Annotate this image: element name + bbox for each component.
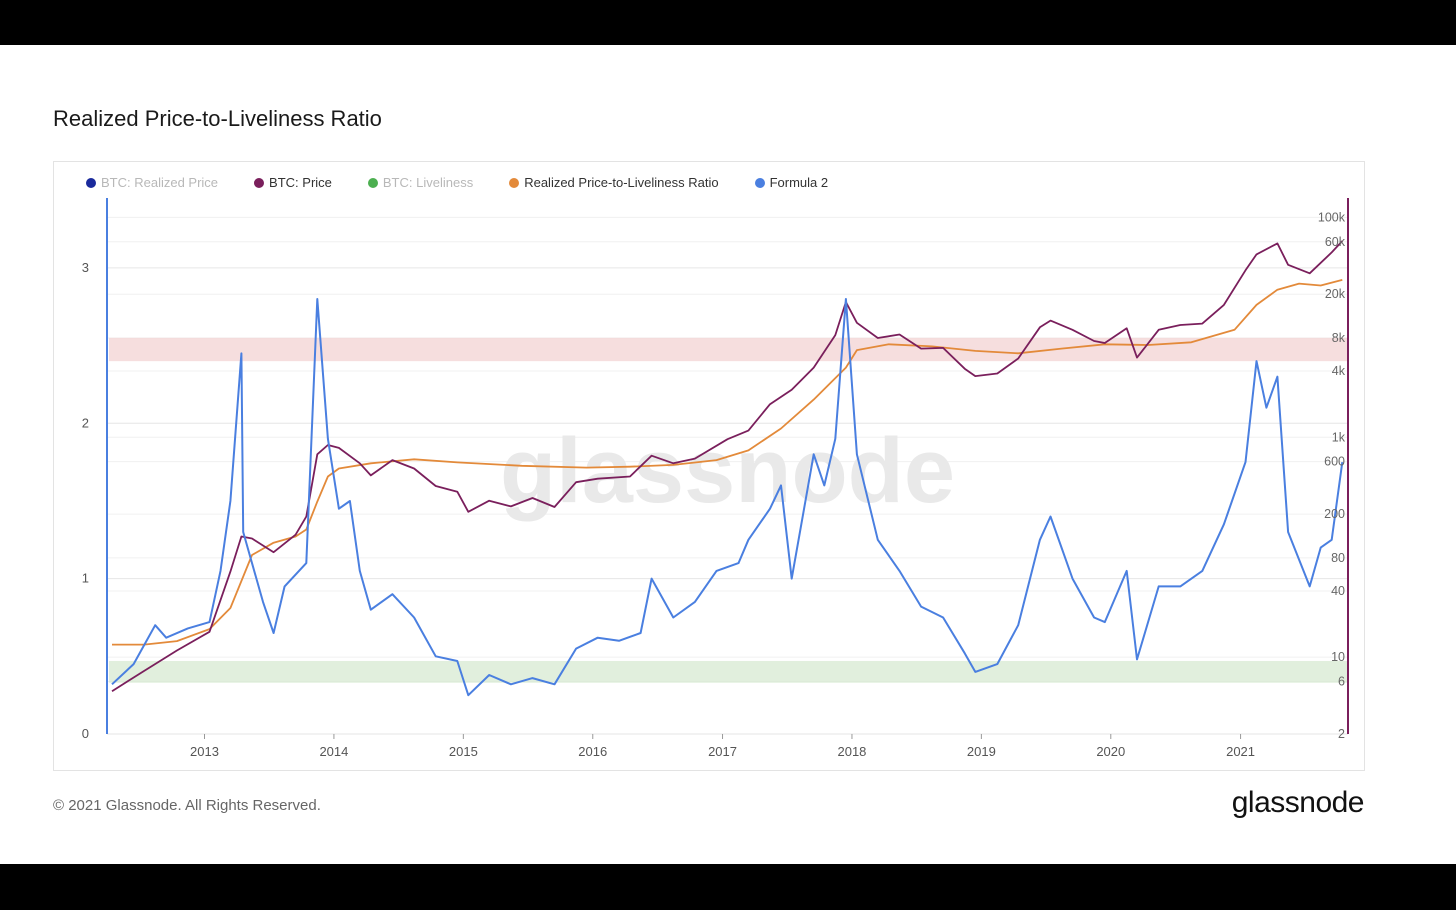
x-tick-label: 2016 [578, 744, 607, 759]
band-0 [109, 337, 1348, 362]
y-right-tick-label: 40 [1331, 584, 1345, 598]
legend-item-4[interactable]: Formula 2 [754, 175, 829, 190]
chart-panel: glassnode 2013 2014 2015 2016 2017 2018 2019 202… [53, 161, 1365, 771]
x-tick-label: 2018 [837, 744, 866, 759]
x-tick-label: 2015 [449, 744, 478, 759]
legend: BTC: Realized Price BTC: Price BTC: Liveli… [86, 175, 864, 190]
y-right-tick-label: 1k [1332, 430, 1346, 444]
y-right-tick-label: 60k [1325, 235, 1346, 249]
legend-dot-icon [754, 177, 765, 188]
legend-item-3[interactable]: Realized Price-to-Liveliness Ratio [509, 175, 719, 190]
band-1 [109, 660, 1348, 683]
x-tick-label: 2014 [319, 744, 348, 759]
y-right-tick-label: 4k [1332, 364, 1346, 378]
legend-label: BTC: Liveliness [382, 175, 474, 190]
x-tick-label: 2021 [1226, 744, 1255, 759]
y-right-tick-label: 100k [1318, 210, 1346, 224]
x-tick-label: 2020 [1096, 744, 1125, 759]
legend-label: Formula 2 [769, 175, 829, 190]
legend-label: BTC: Price [269, 175, 332, 190]
watermark: glassnode [500, 420, 955, 522]
x-tick-label: 2013 [190, 744, 219, 759]
y-right-tick-label: 80 [1331, 551, 1345, 565]
series-line-0 [111, 240, 1343, 692]
y-right-tick-label: 600 [1324, 455, 1345, 469]
y-left-tick-label: 3 [82, 260, 89, 275]
y-right-tick-label: 8k [1332, 331, 1346, 345]
legend-dot-icon [509, 177, 520, 188]
legend-item-1[interactable]: BTC: Price [254, 175, 332, 190]
legend-dot-icon [86, 177, 96, 188]
copyright-footer: © 2021 Glassnode. All Rights Reserved. [53, 797, 321, 814]
legend-item-2[interactable]: BTC: Liveliness [367, 175, 474, 190]
series-line-1 [112, 279, 1343, 646]
y-right-tick-label: 200 [1324, 507, 1345, 521]
y-right-tick-label: 2 [1338, 727, 1345, 741]
legend-dot-icon [254, 177, 265, 188]
chart-title: Realized Price-to-Liveliness Ratio [53, 106, 382, 131]
legend-label: BTC: Realized Price [101, 175, 219, 190]
y-left-tick-label: 1 [82, 571, 89, 586]
legend-label: Realized Price-to-Liveliness Ratio [524, 175, 719, 190]
y-right-tick-label: 10 [1331, 650, 1345, 664]
y-left-tick-label: 2 [82, 415, 89, 430]
x-tick-label: 2019 [967, 744, 996, 759]
glassnode-logo: glassnode [1231, 786, 1365, 819]
series-line-2 [111, 298, 1344, 697]
legend-item-0[interactable]: BTC: Realized Price [86, 175, 218, 190]
y-right-tick-label: 20k [1325, 287, 1346, 301]
legend-dot-icon [367, 177, 378, 188]
slide: Realized Price-to-Liveliness Ratio glass… [0, 45, 1456, 864]
x-tick-label: 2017 [708, 744, 737, 759]
y-left-tick-label: 0 [82, 726, 89, 741]
y-right-tick-label: 6 [1338, 675, 1345, 689]
